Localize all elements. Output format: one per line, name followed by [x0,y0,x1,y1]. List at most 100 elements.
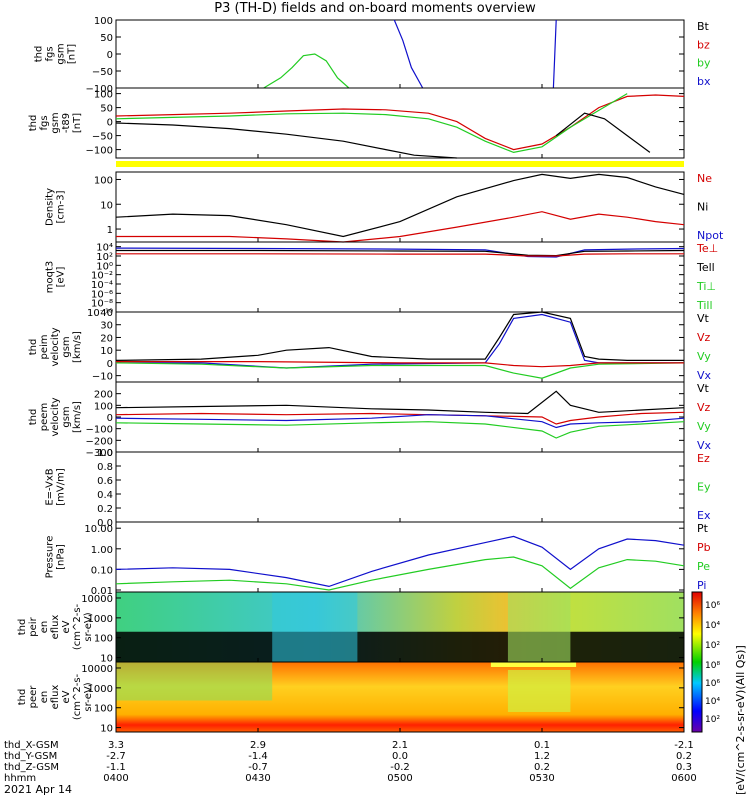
y-tick-label: 0.01 [91,586,113,597]
panel-frame [115,311,685,383]
series-line-Ni [115,173,685,238]
y-axis-label: E=-VxB [mV/m] [45,468,67,506]
colorbar-tick-label: 10² [705,715,720,725]
y-axis-label-line: E=-VxB [45,468,56,505]
y-axis-label-line: sr-eV) [83,612,94,641]
y-axis-label-line: [nT] [72,113,83,133]
y-axis-label-line: thd [34,46,45,63]
y-tick-label: 10000 [81,594,113,605]
y-tick-label: 10 [100,200,113,211]
x-tick-label: 0430 [245,773,270,784]
y-axis-label: thd peem velocity gsm [km/s] [28,397,83,436]
chart-title: P3 (TH-D) fields and on-board moments ov… [214,1,536,16]
x-tick-label: 2.1 [392,740,408,751]
panel-8: 10.00 1.00 0.10 0.01 Pressure [nPa] Pt Pb Pe Pi [45,521,711,597]
y-axis-label-line: [km/s] [72,401,83,433]
y-axis-label-line: [cm-3] [56,190,67,223]
y-axis-label-line: gsm [61,406,72,427]
x-axis-row-label: thd_X-GSM [4,740,59,751]
y-tick-label: −100 [86,84,113,95]
colorbar-tick-label: 10⁶ [705,601,720,611]
series-line-bx [393,19,424,89]
y-tick-label: 100 [94,634,113,645]
y-axis-label-line: [nPa] [56,544,67,570]
y-axis-label: thd fgs gsm -t89 [nT] [28,112,83,133]
y-tick-label: 0.4 [97,490,113,501]
y-tick-label: 10⁻² [91,271,113,282]
y-tick-label: 10⁻¹⁰ [87,308,113,319]
quality-flag-bar [116,161,684,167]
legend-entry: Ey [697,481,711,494]
y-tick-label: 1.0 [97,448,113,459]
y-axis-label-line: thd [17,619,28,636]
y-tick-label: 100 [94,16,113,27]
y-tick-label: 20 [100,333,113,344]
legend-entry: Bt [697,20,710,33]
y-axis-label-line: Pressure [45,536,56,579]
x-tick-label: 2.9 [250,740,266,751]
colorbar-label: [eV/(cm^2-s-sr-eV)(All Qs)] [734,645,747,795]
series-line-Te⊥ [116,253,684,257]
colorbar-tick-label: 10⁶ [705,679,720,689]
y-axis-label-line: peer [28,685,39,709]
y-tick-label: 0.2 [97,504,113,515]
y-tick-label: 0 [107,118,113,129]
y-axis-label-line: thd [28,115,39,132]
series-line-Vz [116,361,684,368]
y-axis-label-line: velocity [50,397,61,436]
legend-entry: bx [697,75,711,88]
y-tick-label: 10⁰ [96,261,113,272]
y-tick-label: 10⁴ [96,243,113,254]
panel-7: 1.0 0.8 0.6 0.4 0.2 0.0 E=-VxB [mV/m] Ez Ey Ex [45,448,711,529]
y-tick-label: 100 [94,704,113,715]
x-tick-label: 0.3 [676,762,692,773]
x-tick-label: 0.1 [534,740,550,751]
x-tick-label: 0.2 [534,762,550,773]
series-line-Vy [115,421,685,439]
series-line-Vy [115,362,685,379]
y-tick-label: 100 [94,90,113,101]
y-axis-label-line: gsm [56,43,67,64]
colorbar-label-text: [eV/(cm^2-s-sr-eV)(All Qs)] [734,645,747,795]
series-line-Vz [115,411,685,425]
y-tick-label: 10 [100,654,113,665]
y-axis-label: thd peer en eflux eV (cm^2-s-sr-eV) [17,673,94,720]
y-tick-label: 100 [94,401,113,412]
series-line-Pe [115,556,685,591]
electron-flux-region [116,662,273,701]
electron-flux-region [507,670,571,712]
y-axis-label-line: [nT] [67,44,78,64]
y-tick-label: 0.8 [97,462,113,473]
x-tick-label: 0530 [529,773,554,784]
y-axis-label-line: en [39,691,50,704]
y-axis-label-line: eV [61,620,72,633]
y-tick-label: 0.10 [91,565,113,576]
y-tick-label: 10.00 [84,524,113,535]
y-axis-label: Density [cm-3] [45,188,67,226]
colorbar [691,591,703,733]
x-axis-row-label: thd_Z-GSM [4,762,59,773]
y-tick-label: 0.6 [97,476,113,487]
y-axis-label-line: thd [28,409,39,426]
y-tick-label: 0 [107,359,113,370]
legend-entry: by [697,57,711,70]
series-line-Vt [115,390,685,415]
legend-entry: Vt [697,382,710,395]
series-line-Bt [115,122,457,159]
ion-flux-region [507,592,571,662]
y-axis-label-line: [eV] [56,267,67,288]
panel-frame [115,241,685,313]
y-tick-label: 10⁻⁸ [91,299,113,310]
y-axis-label-line: gsm [50,112,61,133]
y-axis-label-line: peem [39,403,50,431]
y-tick-label: −50 [92,132,113,143]
y-tick-label: 200 [94,390,113,401]
y-axis-label-line: sr-eV) [83,682,94,711]
panel-3: 100 10 1 Density [cm-3] Ne Ni Npot [45,171,724,243]
y-tick-label: 0.0 [97,518,113,529]
low-energy-band [116,631,684,662]
y-axis-label-line: thd [17,689,28,706]
x-axis-row-label: thd_Y-GSM [4,751,57,762]
